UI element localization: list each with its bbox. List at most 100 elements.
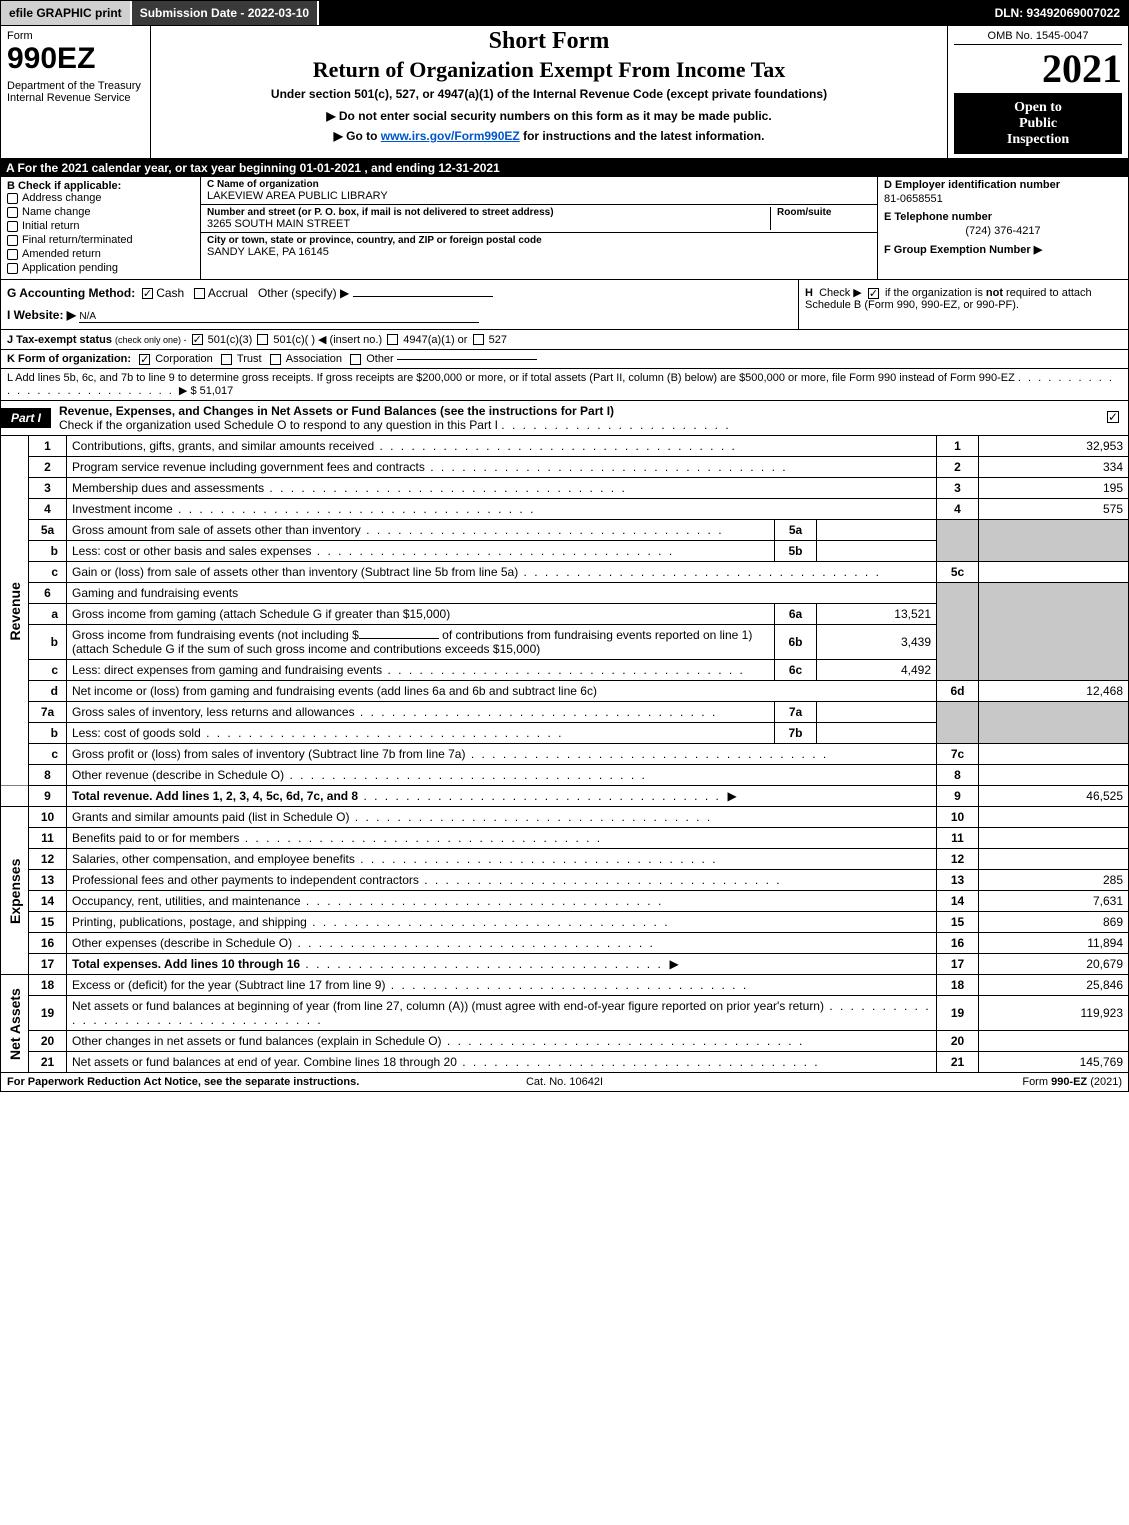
- line-8: 8 Other revenue (describe in Schedule O)…: [1, 765, 1129, 786]
- other-specify-input[interactable]: [353, 296, 493, 297]
- cb-other-org[interactable]: [350, 354, 361, 365]
- omb-number: OMB No. 1545-0047: [954, 30, 1122, 45]
- tax-year: 2021: [954, 45, 1122, 94]
- subtitle-goto: ▶ Go to www.irs.gov/Form990EZ for instru…: [157, 129, 941, 143]
- title-return: Return of Organization Exempt From Incom…: [157, 57, 941, 83]
- form-number: 990EZ: [7, 44, 144, 74]
- line-6d: d Net income or (loss) from gaming and f…: [1, 681, 1129, 702]
- cb-schedule-b[interactable]: [868, 288, 879, 299]
- section-b-label: B Check if applicable:: [7, 180, 194, 192]
- val-18: 25,846: [979, 975, 1129, 996]
- inspection-badge: Open to Public Inspection: [954, 94, 1122, 154]
- cb-cash[interactable]: [142, 288, 153, 299]
- cb-address-change[interactable]: Address change: [7, 192, 194, 204]
- cb-trust[interactable]: [221, 354, 232, 365]
- val-6b: 3,439: [817, 625, 937, 660]
- section-h: H Check ▶ if the organization is not req…: [798, 280, 1128, 329]
- section-b: B Check if applicable: Address change Na…: [1, 177, 201, 279]
- city-label: City or town, state or province, country…: [207, 235, 871, 246]
- title-short-form: Short Form: [157, 28, 941, 55]
- fund-contrib-input[interactable]: [359, 638, 439, 639]
- section-gh: G Accounting Method: Cash Accrual Other …: [0, 280, 1129, 330]
- cb-final-return[interactable]: Final return/terminated: [7, 234, 194, 246]
- line-2: 2 Program service revenue including gove…: [1, 457, 1129, 478]
- section-c: C Name of organization LAKEVIEW AREA PUB…: [201, 177, 878, 279]
- page-footer: For Paperwork Reduction Act Notice, see …: [0, 1073, 1129, 1092]
- part1-sub: Check if the organization used Schedule …: [59, 418, 498, 432]
- cb-527[interactable]: [473, 334, 484, 345]
- cb-accrual[interactable]: [194, 288, 205, 299]
- val-9: 46,525: [979, 786, 1129, 807]
- line-6: 6 Gaming and fundraising events: [1, 583, 1129, 604]
- vlabel-netassets: Net Assets: [1, 975, 29, 1073]
- part1-lines: Revenue 1 Contributions, gifts, grants, …: [0, 436, 1129, 1073]
- cb-4947[interactable]: [387, 334, 398, 345]
- cb-501c3[interactable]: [192, 334, 203, 345]
- val-14: 7,631: [979, 891, 1129, 912]
- line-11: 11 Benefits paid to or for members 11: [1, 828, 1129, 849]
- val-7a: [817, 702, 937, 723]
- tel: (724) 376-4217: [884, 225, 1122, 237]
- submission-date: Submission Date - 2022-03-10: [132, 1, 319, 25]
- cb-association[interactable]: [270, 354, 281, 365]
- street: 3265 SOUTH MAIN STREET: [207, 218, 770, 230]
- cb-schedule-o[interactable]: [1107, 411, 1119, 423]
- topbar: efile GRAPHIC print Submission Date - 20…: [0, 0, 1129, 26]
- val-13: 285: [979, 870, 1129, 891]
- val-6c: 4,492: [817, 660, 937, 681]
- line-15: 15 Printing, publications, postage, and …: [1, 912, 1129, 933]
- val-21: 145,769: [979, 1052, 1129, 1073]
- line-20: 20 Other changes in net assets or fund b…: [1, 1031, 1129, 1052]
- line-13: 13 Professional fees and other payments …: [1, 870, 1129, 891]
- cb-name-change[interactable]: Name change: [7, 206, 194, 218]
- ein: 81-0658551: [884, 193, 1122, 205]
- line-10: Expenses 10 Grants and similar amounts p…: [1, 807, 1129, 828]
- efile-print[interactable]: efile GRAPHIC print: [1, 1, 132, 25]
- line-12: 12 Salaries, other compensation, and emp…: [1, 849, 1129, 870]
- section-k: K Form of organization: Corporation Trus…: [0, 350, 1129, 369]
- part1-header: Part I Revenue, Expenses, and Changes in…: [0, 401, 1129, 436]
- cb-application-pending[interactable]: Application pending: [7, 262, 194, 274]
- form-id-block: Form 990EZ Department of the Treasury In…: [1, 26, 151, 158]
- val-5c: [979, 562, 1129, 583]
- org-name-label: C Name of organization: [207, 179, 871, 190]
- val-12: [979, 849, 1129, 870]
- ein-label: D Employer identification number: [884, 179, 1122, 191]
- part1-title: Revenue, Expenses, and Changes in Net As…: [59, 404, 614, 418]
- subtitle-ssn: ▶ Do not enter social security numbers o…: [157, 109, 941, 123]
- val-11: [979, 828, 1129, 849]
- cb-501c[interactable]: [257, 334, 268, 345]
- line-18: Net Assets 18 Excess or (deficit) for th…: [1, 975, 1129, 996]
- cb-initial-return[interactable]: Initial return: [7, 220, 194, 232]
- val-6a: 13,521: [817, 604, 937, 625]
- form-word: Form: [7, 30, 144, 42]
- footer-form: Form 990-EZ (2021): [750, 1076, 1122, 1088]
- org-name: LAKEVIEW AREA PUBLIC LIBRARY: [207, 190, 871, 202]
- line-3: 3 Membership dues and assessments 3 195: [1, 478, 1129, 499]
- line-9: 9 Total revenue. Add lines 1, 2, 3, 4, 5…: [1, 786, 1129, 807]
- line-17: 17 Total expenses. Add lines 10 through …: [1, 954, 1129, 975]
- form-title-block: Short Form Return of Organization Exempt…: [151, 26, 948, 158]
- val-16: 11,894: [979, 933, 1129, 954]
- footer-cat: Cat. No. 10642I: [379, 1076, 751, 1088]
- street-label: Number and street (or P. O. box, if mail…: [207, 207, 770, 218]
- department: Department of the Treasury Internal Reve…: [7, 80, 144, 104]
- cb-amended-return[interactable]: Amended return: [7, 248, 194, 260]
- val-8: [979, 765, 1129, 786]
- cb-corporation[interactable]: [139, 354, 150, 365]
- irs-link[interactable]: www.irs.gov/Form990EZ: [381, 129, 520, 143]
- line-19: 19 Net assets or fund balances at beginn…: [1, 996, 1129, 1031]
- val-19: 119,923: [979, 996, 1129, 1031]
- line-14: 14 Occupancy, rent, utilities, and maint…: [1, 891, 1129, 912]
- dln: DLN: 93492069007022: [987, 1, 1128, 25]
- val-6d: 12,468: [979, 681, 1129, 702]
- section-l: L Add lines 5b, 6c, and 7b to line 9 to …: [0, 369, 1129, 401]
- val-7c: [979, 744, 1129, 765]
- val-7b: [817, 723, 937, 744]
- header-right-block: OMB No. 1545-0047 2021 Open to Public In…: [948, 26, 1128, 158]
- section-g: G Accounting Method: Cash Accrual Other …: [7, 286, 792, 300]
- val-3: 195: [979, 478, 1129, 499]
- section-j: J Tax-exempt status (check only one) - 5…: [0, 330, 1129, 350]
- website-value: N/A: [79, 311, 479, 323]
- other-org-input[interactable]: [397, 359, 537, 360]
